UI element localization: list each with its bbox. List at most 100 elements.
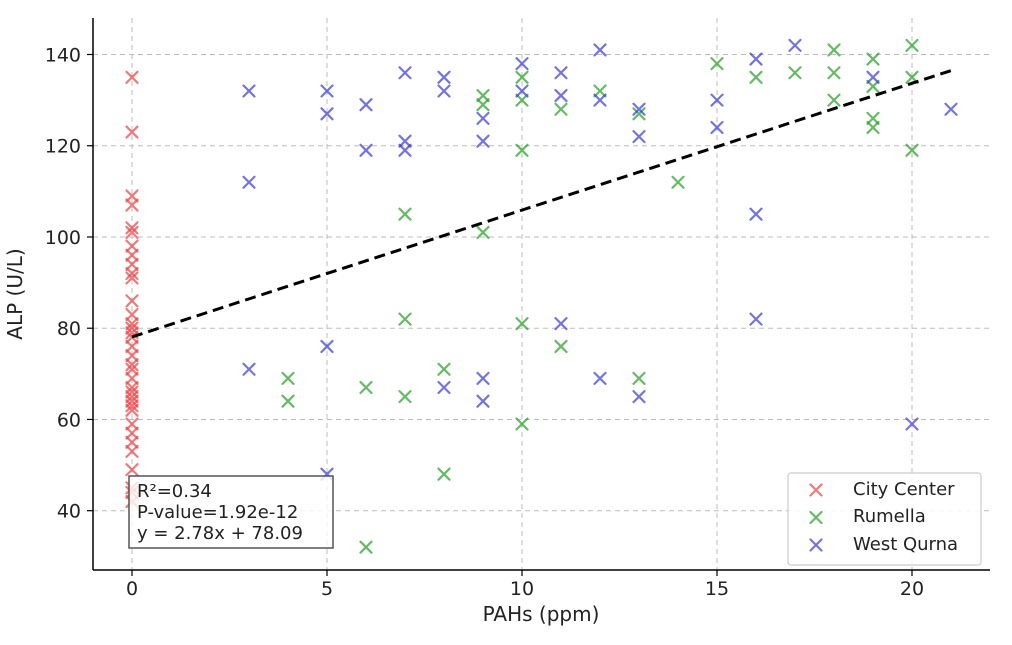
data-point-rumella (866, 120, 880, 135)
data-point-rumella (554, 339, 568, 354)
legend-frame (787, 472, 982, 566)
data-point-west-qurna (632, 390, 646, 404)
data-point-city-center (125, 70, 139, 84)
data-point-west-qurna (359, 143, 373, 157)
data-point-rumella (905, 143, 919, 157)
data-point-city-center (125, 463, 139, 477)
data-point-rumella (515, 93, 529, 107)
data-point-city-center (125, 189, 139, 203)
data-point-west-qurna (905, 417, 919, 431)
data-point-west-qurna (515, 84, 529, 98)
data-point-west-qurna (359, 98, 373, 112)
data-point-city-center (125, 426, 139, 440)
y-tick-label: 100 (45, 227, 81, 249)
data-point-west-qurna (593, 371, 607, 385)
data-point-rumella (866, 52, 880, 66)
legend: City Center Rumella West Qurna (787, 472, 982, 566)
data-point-city-center (125, 248, 139, 262)
data-point-rumella (476, 98, 490, 112)
data-point-city-center (125, 390, 139, 404)
data-point-west-qurna (398, 143, 412, 157)
data-point-west-qurna (554, 88, 568, 103)
data-point-west-qurna (749, 52, 763, 66)
data-point-rumella (866, 79, 880, 94)
data-point-city-center (125, 257, 139, 271)
data-point-city-center (125, 225, 139, 240)
legend-marker-rumella (809, 510, 823, 525)
series-rumella (281, 38, 919, 554)
legend-label-city-center: City Center (853, 479, 955, 500)
data-point-rumella (515, 317, 529, 331)
data-point-rumella (632, 371, 646, 385)
data-point-rumella (632, 107, 646, 121)
data-point-west-qurna (320, 84, 334, 98)
data-point-west-qurna (554, 66, 568, 80)
data-point-west-qurna (632, 130, 646, 144)
data-point-city-center (125, 239, 139, 253)
data-point-rumella (788, 66, 802, 80)
data-point-rumella (515, 143, 529, 157)
axes (92, 18, 990, 571)
stats-p-value: P-value=1.92e-12 (137, 502, 298, 523)
data-point-city-center (125, 307, 139, 322)
y-tick-label: 120 (45, 136, 81, 158)
data-point-rumella (398, 390, 412, 404)
data-point-west-qurna (866, 70, 880, 84)
y-tick-label: 40 (57, 501, 81, 523)
data-point-rumella (281, 394, 295, 408)
data-point-west-qurna (593, 43, 607, 57)
data-point-west-qurna (710, 120, 724, 135)
data-point-rumella (827, 93, 841, 107)
data-point-rumella (281, 371, 295, 385)
series-west-qurna (242, 38, 958, 481)
data-point-city-center (125, 317, 139, 331)
data-point-west-qurna (944, 102, 958, 116)
data-point-city-center (125, 394, 139, 408)
data-point-rumella (593, 84, 607, 98)
data-point-rumella (671, 175, 685, 189)
data-point-city-center (125, 417, 139, 431)
data-point-rumella (476, 225, 490, 240)
data-point-city-center (125, 435, 139, 449)
data-point-city-center (125, 339, 139, 354)
data-point-west-qurna (437, 84, 451, 98)
data-point-west-qurna (632, 102, 646, 116)
data-point-city-center (125, 399, 139, 413)
stats-box: R²=0.34 P-value=1.92e-12 y = 2.78x + 78.… (128, 475, 334, 549)
data-point-west-qurna (476, 134, 490, 148)
data-point-west-qurna (749, 207, 763, 221)
data-point-city-center (125, 294, 139, 308)
data-point-west-qurna (593, 93, 607, 107)
data-point-rumella (476, 88, 490, 103)
y-tick-label: 60 (57, 409, 81, 431)
data-point-city-center (125, 403, 139, 417)
legend-label-west-qurna: West Qurna (853, 534, 958, 555)
legend-markers (809, 483, 823, 552)
data-point-city-center (125, 371, 139, 385)
data-point-rumella (827, 66, 841, 80)
data-point-west-qurna (242, 175, 256, 189)
data-point-city-center (125, 362, 139, 376)
regression-line (131, 69, 952, 339)
data-point-west-qurna (476, 111, 490, 125)
data-point-city-center (125, 125, 139, 139)
data-point-west-qurna (320, 339, 334, 354)
x-tick-label: 10 (510, 578, 534, 600)
stats-equation: y = 2.78x + 78.09 (137, 523, 303, 544)
x-axis-label: PAHs (ppm) (483, 602, 600, 626)
data-point-rumella (437, 467, 451, 481)
data-point-rumella (398, 207, 412, 221)
series-layer (125, 38, 958, 554)
y-tick-label: 140 (45, 44, 81, 66)
data-point-city-center (125, 221, 139, 235)
data-point-rumella (905, 38, 919, 52)
data-point-west-qurna (749, 312, 763, 326)
data-point-rumella (827, 43, 841, 57)
y-tick-label: 80 (57, 318, 81, 340)
data-point-city-center (125, 266, 139, 281)
x-tick-label: 5 (321, 578, 333, 600)
data-point-west-qurna (788, 38, 802, 52)
x-tick-label: 0 (126, 578, 138, 600)
x-tick-label: 20 (900, 578, 924, 600)
